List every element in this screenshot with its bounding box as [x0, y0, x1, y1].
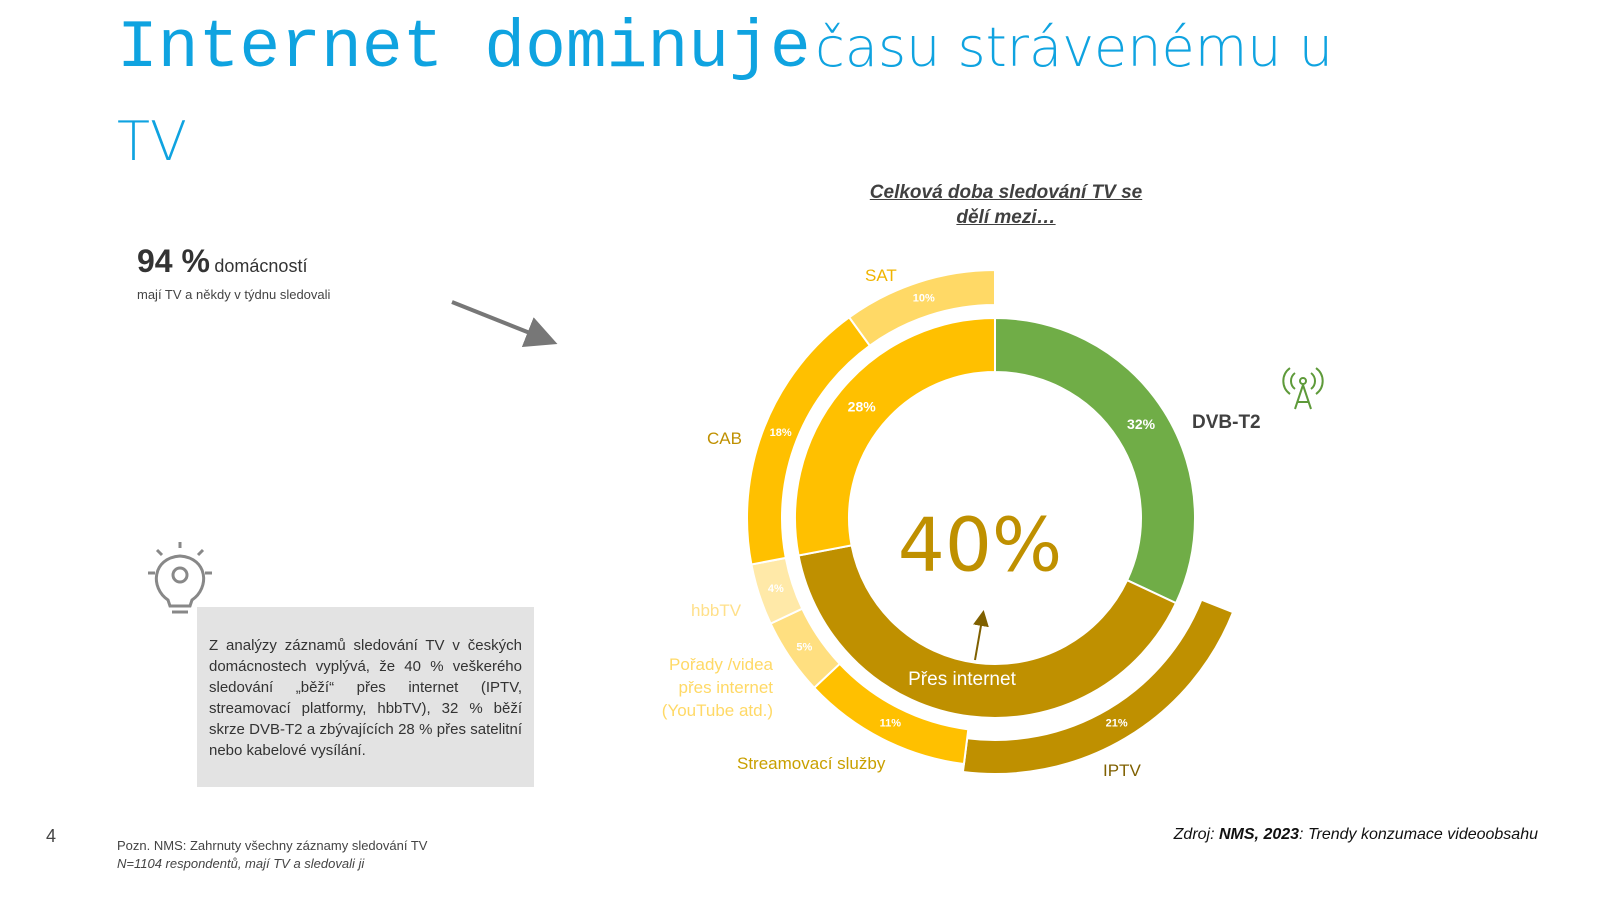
bulb-icon	[148, 542, 212, 614]
stat: 94 % domácností	[137, 243, 307, 280]
title-mono: Internet dominuje	[117, 10, 811, 87]
source-rest: : Trendy konzumace videoobsahu	[1299, 826, 1538, 843]
segment-label: hbbTV	[691, 601, 742, 620]
segment-label: Pořady /videa přes internet (YouTube atd…	[661, 655, 773, 720]
donut-segment	[794, 316, 996, 557]
source-prefix: Zdroj:	[1173, 826, 1219, 843]
value-label: 10%	[913, 293, 935, 305]
center-value-label: 40%	[898, 503, 1062, 589]
value-label: 11%	[880, 717, 902, 729]
value-label: 21%	[1106, 718, 1128, 730]
value-label: 32%	[1127, 416, 1156, 432]
antenna-icon	[1282, 367, 1324, 410]
arrow	[973, 610, 989, 661]
value-label: 28%	[848, 398, 877, 414]
value-label: 4%	[768, 583, 784, 595]
donut-segment	[847, 268, 996, 348]
note-box: Z analýzy záznamů sledování TV v českých…	[197, 607, 534, 787]
title: Internet dominuje času strávenému u TV	[117, 8, 1417, 196]
value-label: 5%	[796, 641, 812, 653]
stat-subtitle: mají TV a někdy v týdnu sledovali	[137, 287, 331, 302]
segment-label: SAT	[865, 266, 897, 285]
segment-label: IPTV	[1103, 761, 1141, 780]
arrow	[451, 300, 558, 347]
title-rest: času strávenému u TV	[117, 16, 1333, 173]
footnote: Pozn. NMS: Zahrnuty všechny záznamy sled…	[117, 838, 428, 853]
donut-segment	[994, 316, 1196, 605]
footnote: N=1104 respondentů, mají TV a sledovali …	[117, 856, 365, 871]
donut-segment	[961, 598, 1235, 775]
segment-label: Streamovací služby	[737, 754, 886, 773]
page-number: 4	[46, 826, 57, 846]
donut-segment	[797, 544, 1178, 719]
segment-label: Přes internet	[908, 669, 1016, 690]
chart-title: Celková doba sledování TV se dělí mezi…	[869, 182, 1143, 228]
source-name: NMS, 2023	[1219, 826, 1300, 843]
segment-label: CAB	[707, 429, 742, 448]
source: Zdroj: NMS, 2023: Trendy konzumace video…	[1174, 826, 1538, 844]
value-label: 18%	[770, 427, 792, 439]
stat-value: 94 %	[137, 243, 210, 279]
stat-unit: domácností	[214, 256, 308, 276]
segment-label: DVB-T2	[1192, 412, 1261, 433]
